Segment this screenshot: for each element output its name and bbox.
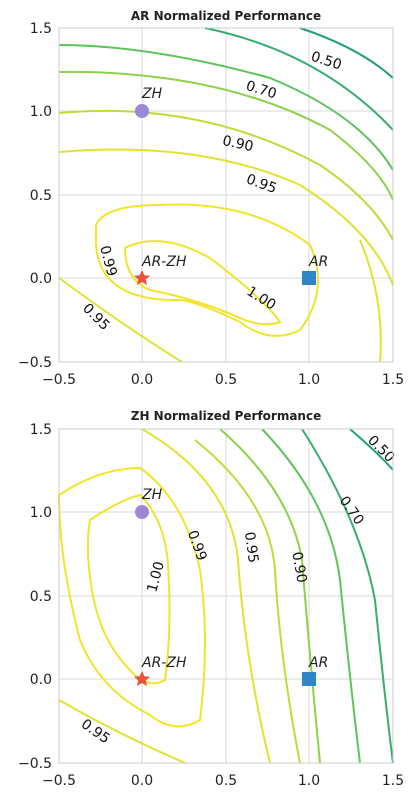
marker-ar-zh [133,270,151,286]
contour-line-070 [58,44,394,171]
marker-label-zh: ZH [141,487,163,503]
contour-line-095-right [359,239,382,363]
contour-label-095-lower: 0.95 [79,300,112,333]
x-tick-label: −0.5 [42,773,76,789]
contour-line-095-upper [58,148,394,286]
x-tick-label: 0.0 [131,773,153,789]
panel-title-ar: AR Normalized Performance [131,9,321,23]
contour-label-090: 0.90 [288,551,309,584]
x-tick-label: 1.0 [298,773,320,789]
x-tick-label: −0.5 [42,372,76,388]
marker-label-ar: AR [308,254,328,270]
contour-line-070 [261,428,361,764]
y-tick-labels-zh: 1.5 1.0 0.5 0.0 −0.5 [18,422,52,772]
contours-ar [58,27,394,363]
contour-labels-ar: 0.50 0.70 0.90 0.95 0.99 1.00 0.95 [79,49,343,334]
contour-line-050 [349,428,394,471]
marker-label-ar-zh: AR-ZH [141,655,187,671]
contour-line-060 [301,428,394,764]
y-tick-label: −0.5 [18,756,52,772]
contour-label-100: 1.00 [244,284,279,314]
y-tick-label: 0.5 [30,188,52,204]
x-tick-label: 0.5 [215,372,237,388]
contours-zh [57,428,394,764]
contour-label-050: 0.50 [309,49,344,74]
marker-label-ar: AR [308,655,328,671]
marker-label-ar-zh: AR-ZH [141,254,187,270]
marker-zh [135,505,149,519]
marker-zh [135,104,149,118]
contour-label-090: 0.90 [221,133,255,155]
x-tick-label: 0.0 [131,372,153,388]
contour-label-070: 0.70 [244,78,278,102]
contour-line-080 [219,428,321,764]
y-tick-label: 0.5 [30,589,52,605]
contour-line-050 [299,27,394,79]
y-tick-label: 1.5 [30,21,52,37]
gridlines-zh [58,428,394,764]
y-tick-label: 1.5 [30,422,52,438]
panel-zh: ZH Normalized Performance 0.50 [18,409,404,789]
y-tick-label: 1.0 [30,505,52,521]
plot-frame-zh [58,428,394,764]
contour-label-099: 0.99 [184,528,210,563]
panel-title-zh: ZH Normalized Performance [131,409,321,423]
contour-line-100 [123,239,282,326]
contour-line-090 [58,109,394,241]
contour-label-070: 0.70 [336,493,367,528]
x-tick-labels-zh: −0.5 0.0 0.5 1.0 1.5 [42,773,404,789]
marker-ar [302,271,316,285]
contour-line-090 [194,439,301,764]
panel-ar: AR Normalized Performance 0.5 [18,9,404,388]
marker-ar [302,672,316,686]
contour-line-100 [86,493,171,685]
contour-line-095-lower [58,699,186,764]
y-tick-label: 1.0 [30,104,52,120]
contour-label-095: 0.95 [241,531,261,564]
x-tick-label: 1.0 [298,372,320,388]
markers-zh: ZH AR-ZH AR [133,487,328,687]
contour-label-099: 0.99 [96,244,120,278]
contour-line-080 [58,70,394,201]
contour-label-095-lower: 0.95 [78,716,113,747]
contour-label-100: 1.00 [144,560,168,594]
x-tick-label: 1.5 [382,773,404,789]
marker-ar-zh [133,671,151,687]
markers-ar: ZH AR-ZH AR [133,86,328,286]
contour-line-095 [141,428,271,764]
x-tick-labels-ar: −0.5 0.0 0.5 1.0 1.5 [42,372,404,388]
plot-frame-ar [58,27,394,363]
contour-line-099 [95,203,319,337]
y-tick-label: 0.0 [30,271,52,287]
y-tick-label: −0.5 [18,355,52,371]
contour-line-099 [57,466,206,728]
x-tick-label: 1.5 [382,372,404,388]
contour-line-095-lower [58,277,183,363]
x-tick-label: 0.5 [215,773,237,789]
contour-line-060 [204,27,394,131]
y-tick-labels-ar: 1.5 1.0 0.5 0.0 −0.5 [18,21,52,371]
y-tick-label: 0.0 [30,672,52,688]
marker-label-zh: ZH [141,86,163,102]
